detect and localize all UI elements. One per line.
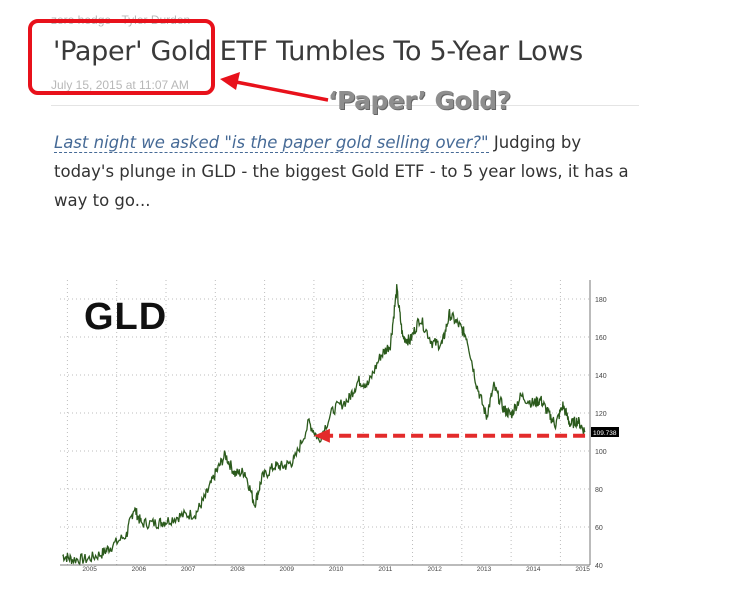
highlight-box [28, 19, 215, 95]
article-body-text: Judging by today's plunge in GLD - the b… [54, 133, 629, 210]
x-tick-label: 2011 [378, 566, 392, 573]
header-divider [51, 105, 639, 106]
chart-title: GLD [84, 296, 168, 338]
x-tick-label: 2015 [575, 566, 590, 573]
y-tick-label: 120 [595, 411, 607, 418]
previous-article-link[interactable]: Last night we asked "is the paper gold s… [54, 133, 489, 153]
last-value-label: 109.738 [593, 430, 617, 437]
y-tick-label: 80 [595, 487, 603, 494]
chart-x-axis: 2005 2006 2007 2008 2009 2010 2011 2012 2013 2014… [60, 564, 590, 573]
x-tick-label: 2008 [230, 566, 245, 573]
x-tick-label: 2014 [526, 566, 541, 573]
x-tick-label: 2005 [82, 566, 97, 573]
article-body: Last night we asked "is the paper gold s… [54, 128, 634, 215]
chart-series [62, 284, 586, 567]
last-value-badge [591, 427, 619, 437]
y-tick-label: 100 [595, 449, 607, 456]
x-tick-label: 2010 [329, 566, 344, 573]
x-tick-label: 2009 [280, 566, 295, 573]
y-tick-label: 40 [595, 563, 603, 570]
x-tick-label: 2007 [181, 566, 196, 573]
x-tick-label: 2012 [427, 566, 442, 573]
support-arrowhead [313, 428, 330, 443]
article-title[interactable]: 'Paper' Gold ETF Tumbles To 5-Year Lows [53, 36, 583, 67]
chart-support-arrow [313, 428, 586, 443]
y-tick-label: 140 [595, 373, 607, 380]
y-tick-label: 180 [595, 297, 607, 304]
gld-price-line [62, 284, 586, 567]
x-tick-label: 2006 [132, 566, 147, 573]
annotation-text: ‘Paper’ Gold? [328, 86, 511, 115]
y-tick-label: 60 [595, 525, 603, 532]
x-tick-label: 2013 [477, 566, 492, 573]
annotation-arrow [220, 72, 329, 102]
article-timestamp: July 15, 2015 at 11:07 AM [51, 78, 189, 92]
chart-y-axis: 40 60 80 100 120 140 160 180 109.738 [589, 280, 619, 570]
y-tick-label: 160 [595, 335, 607, 342]
